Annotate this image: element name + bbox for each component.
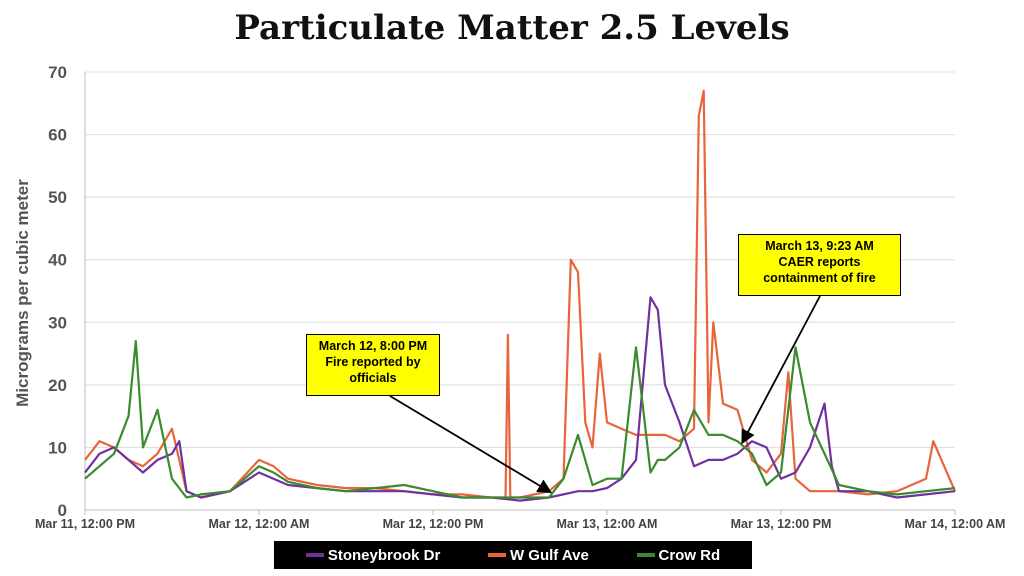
y-tick-label: 60 (48, 126, 67, 145)
x-tick-label: Mar 12, 12:00 PM (383, 517, 484, 531)
legend-swatch (487, 553, 506, 557)
y-tick-label: 70 (48, 63, 67, 82)
annotation-arrow (741, 295, 821, 445)
legend-item-crow-rd: Crow Rd (636, 546, 721, 564)
annotation-line: March 12, 8:00 PM (318, 339, 428, 353)
y-tick-label: 10 (48, 438, 67, 457)
y-axis-label: Micrograms per cubic meter (13, 179, 32, 407)
y-tick-label: 40 (48, 251, 67, 270)
legend: Stoneybrook Dr W Gulf Ave Crow Rd (274, 541, 752, 569)
x-tick-label: Mar 12, 12:00 AM (209, 517, 310, 531)
series-lines (84, 89, 957, 502)
x-tick-label: Mar 11, 12:00 PM (35, 517, 135, 531)
annotation-fire-reported: March 12, 8:00 PM Fire reported by offic… (306, 334, 440, 396)
x-axis-ticks: Mar 11, 12:00 PM Mar 12, 12:00 AM Mar 12, … (35, 517, 1006, 531)
annotation-arrows (389, 295, 821, 494)
y-tick-label: 50 (48, 188, 67, 207)
series-line-crow-rd (84, 340, 956, 499)
legend-swatch (305, 553, 324, 557)
annotation-line: containment of fire (763, 271, 876, 285)
series-line-stoneybrook-dr (84, 296, 956, 502)
annotation-fire-contained: March 13, 9:23 AM CAER reports containme… (738, 234, 901, 296)
legend-label: Crow Rd (658, 546, 721, 564)
gridlines (84, 71, 956, 515)
y-axis-ticks: 0 10 20 30 40 50 60 70 (48, 63, 67, 520)
annotation-line: CAER reports (778, 255, 861, 269)
annotation-line: March 13, 9:23 AM (765, 239, 874, 253)
x-tick-label: Mar 13, 12:00 AM (557, 517, 658, 531)
chart-title: Particulate Matter 2.5 Levels (234, 8, 790, 48)
y-tick-label: 0 (58, 501, 67, 520)
y-tick-label: 20 (48, 376, 67, 395)
legend-item-stoneybrook: Stoneybrook Dr (305, 546, 441, 564)
annotation-line: Fire reported by (325, 355, 421, 369)
x-tick-label: Mar 13, 12:00 PM (731, 517, 832, 531)
annotation-arrow (389, 395, 553, 494)
y-tick-label: 30 (48, 313, 67, 332)
legend-label: W Gulf Ave (509, 546, 589, 564)
x-tick-label: Mar 14, 12:00 AM (905, 517, 1006, 531)
legend-swatch (636, 553, 655, 557)
legend-label: Stoneybrook Dr (327, 546, 441, 564)
legend-item-w-gulf: W Gulf Ave (487, 546, 589, 564)
annotation-line: officials (349, 371, 397, 385)
